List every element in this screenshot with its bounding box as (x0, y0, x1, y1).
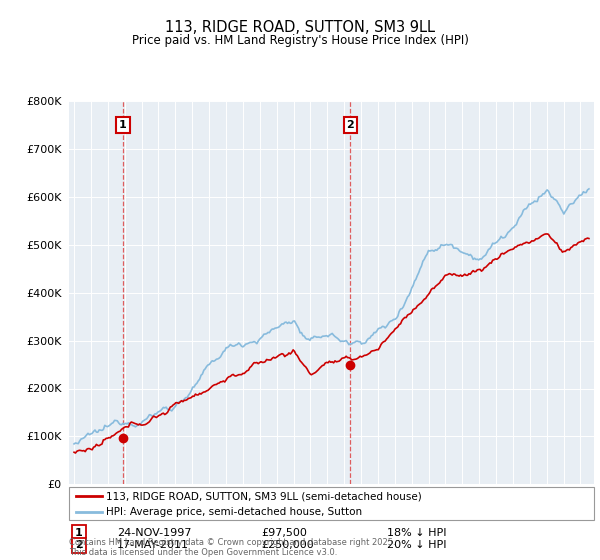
Text: 113, RIDGE ROAD, SUTTON, SM3 9LL: 113, RIDGE ROAD, SUTTON, SM3 9LL (165, 20, 435, 35)
Text: 1: 1 (119, 120, 127, 130)
Text: 113, RIDGE ROAD, SUTTON, SM3 9LL (semi-detached house): 113, RIDGE ROAD, SUTTON, SM3 9LL (semi-d… (106, 491, 422, 501)
Text: 18% ↓ HPI: 18% ↓ HPI (387, 528, 446, 538)
Text: 2: 2 (75, 540, 83, 550)
Text: 24-NOV-1997: 24-NOV-1997 (117, 528, 191, 538)
Text: Price paid vs. HM Land Registry's House Price Index (HPI): Price paid vs. HM Land Registry's House … (131, 34, 469, 46)
Text: Contains HM Land Registry data © Crown copyright and database right 2025.
This d: Contains HM Land Registry data © Crown c… (69, 538, 395, 557)
Text: 2: 2 (347, 120, 354, 130)
Text: 17-MAY-2011: 17-MAY-2011 (117, 540, 189, 550)
Text: 20% ↓ HPI: 20% ↓ HPI (387, 540, 446, 550)
Text: £250,000: £250,000 (261, 540, 314, 550)
Text: £97,500: £97,500 (261, 528, 307, 538)
Text: 1: 1 (75, 528, 83, 538)
Text: HPI: Average price, semi-detached house, Sutton: HPI: Average price, semi-detached house,… (106, 507, 362, 516)
